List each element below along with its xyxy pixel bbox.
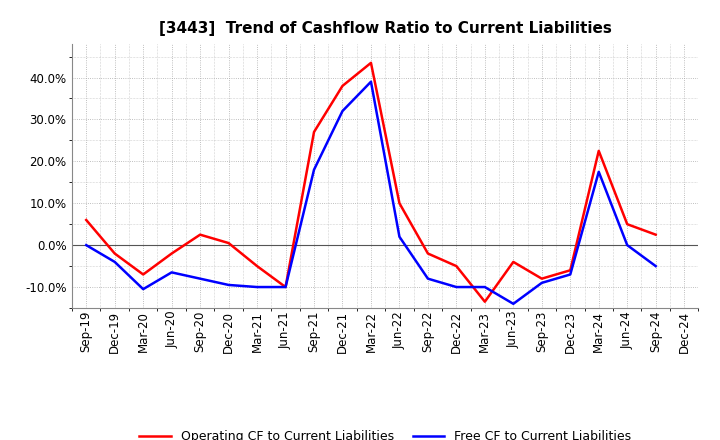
Operating CF to Current Liabilities bbox=[595, 148, 603, 154]
Free CF to Current Liabilities bbox=[82, 242, 91, 248]
Operating CF to Current Liabilities bbox=[167, 251, 176, 256]
Free CF to Current Liabilities bbox=[509, 301, 518, 306]
Operating CF to Current Liabilities bbox=[509, 259, 518, 264]
Free CF to Current Liabilities bbox=[395, 234, 404, 239]
Free CF to Current Liabilities bbox=[196, 276, 204, 281]
Operating CF to Current Liabilities bbox=[310, 129, 318, 135]
Operating CF to Current Liabilities bbox=[566, 268, 575, 273]
Operating CF to Current Liabilities bbox=[82, 217, 91, 223]
Free CF to Current Liabilities bbox=[225, 282, 233, 288]
Operating CF to Current Liabilities bbox=[253, 264, 261, 269]
Free CF to Current Liabilities bbox=[139, 286, 148, 292]
Free CF to Current Liabilities bbox=[110, 259, 119, 264]
Operating CF to Current Liabilities bbox=[452, 264, 461, 269]
Free CF to Current Liabilities bbox=[310, 167, 318, 172]
Operating CF to Current Liabilities bbox=[110, 251, 119, 256]
Legend: Operating CF to Current Liabilities, Free CF to Current Liabilities: Operating CF to Current Liabilities, Fre… bbox=[135, 425, 636, 440]
Operating CF to Current Liabilities bbox=[423, 251, 432, 256]
Operating CF to Current Liabilities bbox=[395, 201, 404, 206]
Free CF to Current Liabilities bbox=[452, 284, 461, 290]
Free CF to Current Liabilities bbox=[537, 280, 546, 286]
Free CF to Current Liabilities bbox=[366, 79, 375, 84]
Free CF to Current Liabilities bbox=[282, 284, 290, 290]
Free CF to Current Liabilities bbox=[167, 270, 176, 275]
Free CF to Current Liabilities bbox=[595, 169, 603, 174]
Operating CF to Current Liabilities bbox=[480, 299, 489, 304]
Operating CF to Current Liabilities bbox=[537, 276, 546, 281]
Operating CF to Current Liabilities bbox=[366, 60, 375, 66]
Operating CF to Current Liabilities bbox=[196, 232, 204, 237]
Free CF to Current Liabilities bbox=[566, 272, 575, 277]
Free CF to Current Liabilities bbox=[253, 284, 261, 290]
Operating CF to Current Liabilities bbox=[225, 240, 233, 246]
Free CF to Current Liabilities bbox=[623, 242, 631, 248]
Free CF to Current Liabilities bbox=[338, 108, 347, 114]
Operating CF to Current Liabilities bbox=[652, 232, 660, 237]
Operating CF to Current Liabilities bbox=[338, 83, 347, 88]
Free CF to Current Liabilities bbox=[652, 264, 660, 269]
Line: Free CF to Current Liabilities: Free CF to Current Liabilities bbox=[86, 82, 656, 304]
Line: Operating CF to Current Liabilities: Operating CF to Current Liabilities bbox=[86, 63, 656, 302]
Free CF to Current Liabilities bbox=[480, 284, 489, 290]
Free CF to Current Liabilities bbox=[423, 276, 432, 281]
Operating CF to Current Liabilities bbox=[623, 222, 631, 227]
Operating CF to Current Liabilities bbox=[139, 272, 148, 277]
Title: [3443]  Trend of Cashflow Ratio to Current Liabilities: [3443] Trend of Cashflow Ratio to Curren… bbox=[159, 21, 611, 36]
Operating CF to Current Liabilities bbox=[282, 284, 290, 290]
